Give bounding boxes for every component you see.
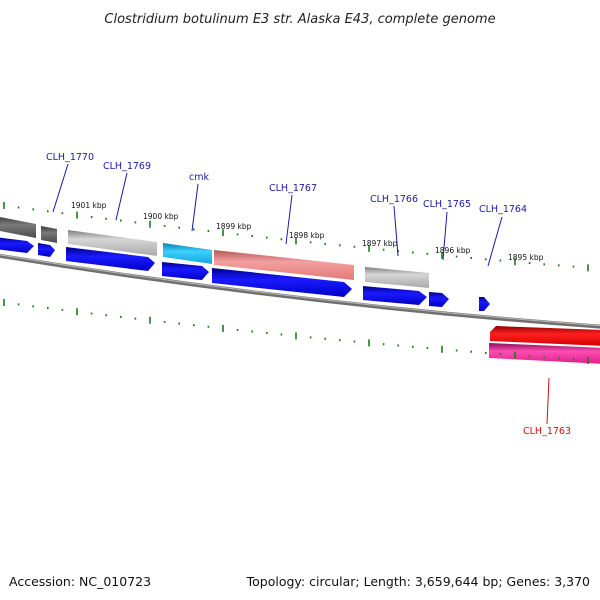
scale-ticks-outer xyxy=(3,202,589,272)
gene-label[interactable]: cmk xyxy=(189,172,209,183)
leader-line xyxy=(285,194,293,245)
cds-arrow[interactable] xyxy=(429,292,449,307)
cds-arrow[interactable] xyxy=(0,237,34,253)
gene-label[interactable]: CLH_1770 xyxy=(46,152,94,163)
scale-label: 1900 kbp xyxy=(143,212,179,221)
leader-line xyxy=(442,211,448,261)
scale-label: 1899 kbp xyxy=(216,222,252,231)
gene-label[interactable]: CLH_1766 xyxy=(370,194,418,205)
cds-arrow[interactable] xyxy=(363,286,427,305)
scale-label: 1896 kbp xyxy=(435,246,471,255)
gene-bar-red[interactable] xyxy=(490,326,600,346)
gene-label[interactable]: CLH_1764 xyxy=(479,204,527,215)
scale-labels: 1901 kbp 1900 kbp 1899 kbp 1898 kbp 1897… xyxy=(71,201,544,262)
cds-arrow[interactable] xyxy=(162,262,209,280)
gene-label[interactable]: CLH_1769 xyxy=(103,161,151,172)
map-title: Clostridium botulinum E3 str. Alaska E43… xyxy=(104,12,495,27)
cds-arrow[interactable] xyxy=(66,247,155,271)
gene-bar-dark[interactable] xyxy=(41,226,57,243)
scale-label: 1901 kbp xyxy=(71,201,107,210)
gene-bar-clh-1766[interactable] xyxy=(365,267,429,288)
gene-label[interactable]: CLH_1765 xyxy=(423,199,471,210)
scale-label: 1895 kbp xyxy=(508,253,544,262)
accession-text: Accession: NC_010723 xyxy=(9,574,151,589)
cds-arrow[interactable] xyxy=(212,268,352,297)
cds-arrow[interactable] xyxy=(479,297,490,311)
cds-arrow-track xyxy=(0,237,490,311)
label-leaders xyxy=(52,163,550,425)
cds-arrow[interactable] xyxy=(38,243,55,257)
gene-labels: CLH_1770 CLH_1769 cmk CLH_1767 CLH_1766 … xyxy=(46,152,571,437)
gene-bar-clh-1763[interactable] xyxy=(489,343,600,364)
scale-label: 1898 kbp xyxy=(289,231,325,240)
leader-line xyxy=(52,163,69,213)
leader-line xyxy=(487,216,503,267)
leader-line xyxy=(191,183,199,232)
scale-ticks-inner xyxy=(3,299,589,364)
scale-label: 1897 kbp xyxy=(362,239,398,248)
leader-line xyxy=(115,172,128,221)
genome-backbone xyxy=(0,253,600,329)
gene-bar-cmk[interactable] xyxy=(163,243,212,264)
gene-bar-dark[interactable] xyxy=(0,216,36,238)
genome-backbone-highlight xyxy=(0,254,600,327)
forward-gene-track xyxy=(0,216,429,288)
reverse-gene-track xyxy=(489,326,600,364)
leader-line xyxy=(393,205,399,257)
gene-bar-clh-1769[interactable] xyxy=(68,230,157,256)
leader-line xyxy=(546,377,550,425)
gene-bar-clh-1767[interactable] xyxy=(214,250,354,280)
genome-summary-text: Topology: circular; Length: 3,659,644 bp… xyxy=(246,574,590,589)
gene-label[interactable]: CLH_1767 xyxy=(269,183,317,194)
gene-label[interactable]: CLH_1763 xyxy=(523,426,571,437)
